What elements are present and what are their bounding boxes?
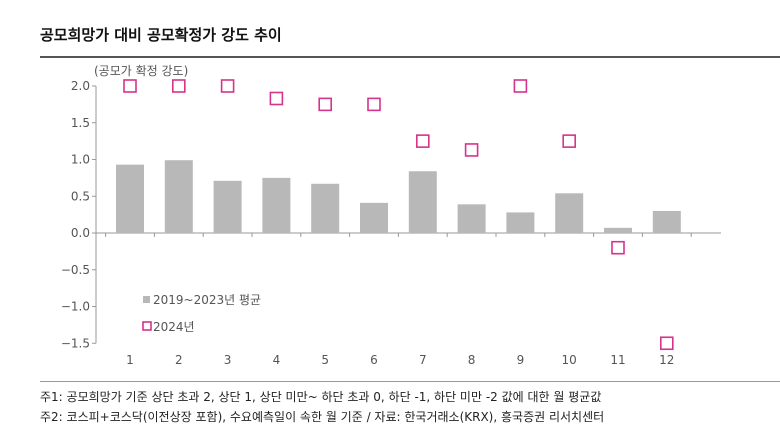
marker-2024 <box>172 79 186 93</box>
bar <box>213 180 242 233</box>
x-tick-label: 3 <box>224 353 232 367</box>
bar <box>652 210 681 233</box>
marker-2024 <box>269 91 284 106</box>
bar <box>408 171 437 233</box>
x-tick-label: 8 <box>468 353 476 367</box>
marker-2024 <box>220 79 235 93</box>
note-2: 주2: 코스피+코스닥(이전상장 포함), 수요예측일이 속한 월 기준 / 자… <box>40 410 605 424</box>
marker-2024 <box>659 336 674 351</box>
x-tick-label: 7 <box>419 353 427 367</box>
bar <box>360 202 388 233</box>
bar <box>604 227 632 233</box>
legend-label: 2024년 <box>153 320 195 334</box>
marker-2024 <box>123 79 137 93</box>
y-tick-label: 0.0 <box>71 226 90 240</box>
notes-divider <box>40 381 780 382</box>
x-tick-label: 5 <box>321 353 329 367</box>
marker-2024 <box>464 143 479 157</box>
bar <box>457 204 486 233</box>
y-tick-label: −0.5 <box>61 263 90 277</box>
x-tick-label: 2 <box>175 353 183 367</box>
marker-2024 <box>318 97 333 112</box>
marker-2024 <box>611 240 625 255</box>
y-tick-label: 1.0 <box>71 153 90 167</box>
y-tick-label: 1.5 <box>71 116 90 130</box>
chart: (공모가 확정 강도)2.01.51.00.50.0−0.5−1.0−1.51 2… <box>61 64 721 367</box>
bar <box>506 212 535 233</box>
chart-title: 공모희망가 대비 공모확정가 강도 추이 <box>40 26 282 44</box>
y-axis-label: (공모가 확정 강도) <box>94 64 188 78</box>
marker-2024 <box>562 134 577 148</box>
x-tick-label: 11 <box>610 353 625 367</box>
title-divider <box>40 56 780 58</box>
x-tick-label: 9 <box>517 353 525 367</box>
y-tick-label: −1.0 <box>61 300 90 314</box>
legend-label: 2019~2023년 평균 <box>153 293 261 307</box>
marker-2024 <box>415 134 430 148</box>
x-tick-label: 10 <box>562 353 577 367</box>
x-tick-label: 12 <box>659 353 674 367</box>
bar <box>555 193 584 233</box>
bar <box>262 177 291 233</box>
x-tick-label: 6 <box>370 353 378 367</box>
marker-2024 <box>367 97 381 112</box>
legend-bar-swatch <box>143 296 150 303</box>
bar <box>311 183 340 233</box>
y-tick-label: −1.5 <box>61 336 90 350</box>
x-tick-label: 1 <box>126 353 134 367</box>
bar <box>164 160 193 233</box>
y-tick-label: 0.5 <box>71 189 90 203</box>
marker-2024 <box>513 79 528 93</box>
bar <box>116 164 144 233</box>
x-tick-label: 4 <box>273 353 281 367</box>
note-1: 주1: 공모희망가 기준 상단 초과 2, 상단 1, 상단 미만~ 하단 초과… <box>40 390 602 404</box>
legend-marker-swatch <box>142 321 152 331</box>
y-tick-label: 2.0 <box>71 79 90 93</box>
